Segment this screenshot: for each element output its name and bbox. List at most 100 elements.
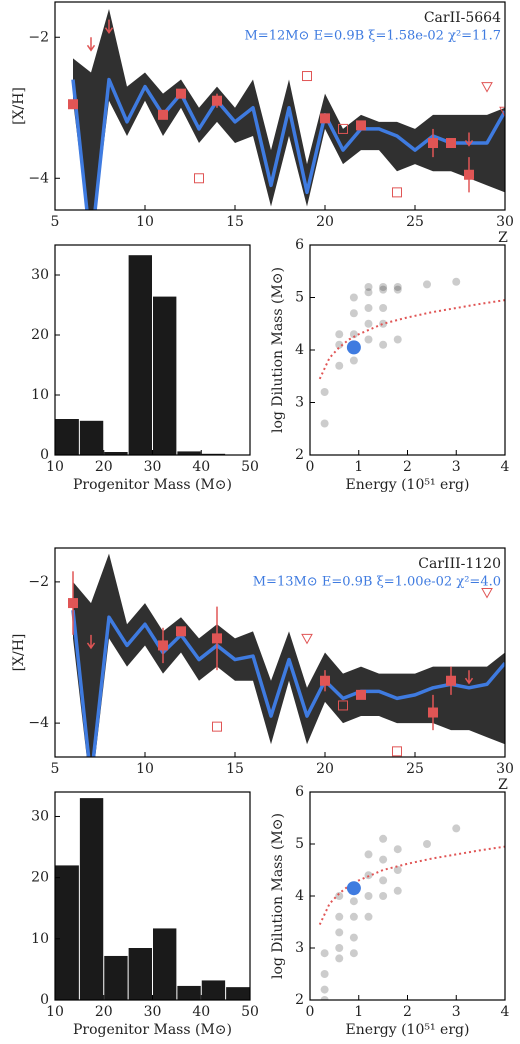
dilution-curve	[318, 299, 505, 380]
scatter-point	[349, 897, 358, 906]
histogram-bar	[177, 985, 201, 1000]
y-tick-label: −4	[28, 715, 49, 731]
histogram-bar	[79, 420, 104, 455]
scatter-point	[393, 283, 402, 291]
fit-summary: M=13M⊙ E=0.9B ξ=1.00e-02 χ²=4.0	[253, 575, 501, 590]
x-tick-label: 40	[192, 459, 210, 475]
upper-limit	[86, 634, 96, 650]
y-tick-label: 20	[31, 327, 49, 343]
other-limit	[499, 106, 505, 118]
scatter-point	[379, 834, 388, 843]
axes-frame	[309, 791, 506, 1001]
x-tick-label: 25	[406, 214, 424, 230]
best-fit-point	[346, 881, 361, 896]
observed-point	[68, 99, 78, 110]
x-tick-label: 3	[452, 459, 461, 475]
scatter-point	[364, 283, 373, 291]
x-tick-label: 20	[316, 761, 334, 777]
scatter-point	[452, 277, 461, 286]
x-tick-label: 20	[316, 214, 334, 230]
x-tick-label: 10	[136, 214, 154, 230]
plot-area	[68, 9, 505, 210]
histogram-bar	[55, 419, 79, 455]
x-tick-label: 20	[95, 459, 113, 475]
other-data-point	[338, 700, 348, 711]
axes-frame	[54, 547, 506, 758]
scatter-point	[335, 954, 344, 963]
x-tick-label: 3	[452, 1004, 461, 1020]
scatter-point	[349, 356, 358, 365]
scatter-point	[423, 840, 431, 848]
y-tick-label: 6	[295, 784, 304, 800]
x-tick-label: 30	[496, 761, 514, 777]
observed-point	[212, 95, 222, 106]
y-tick-label: 5	[295, 290, 304, 306]
model-line	[71, 609, 505, 757]
observed-point	[158, 109, 168, 120]
scatter-point	[349, 912, 358, 921]
x-tick-label: 30	[144, 459, 162, 475]
x-tick-label: 25	[406, 761, 424, 777]
observed-point	[320, 113, 330, 124]
scatter-point	[379, 319, 388, 328]
other-limit	[481, 82, 493, 93]
other-data-point	[212, 721, 222, 732]
other-data-point	[338, 123, 348, 134]
histogram-bar	[201, 980, 226, 1000]
x-tick-label: 10	[46, 459, 64, 475]
histogram-bar	[226, 987, 250, 1000]
scatter-point	[364, 304, 373, 312]
observed-point	[158, 640, 168, 651]
x-tick-label: 4	[501, 459, 510, 475]
scatter-point	[379, 304, 388, 312]
x-tick-label: 20	[95, 1004, 113, 1020]
scatter-point	[364, 912, 373, 921]
y-axis-label: log Dilution Mass (M⊙)	[270, 267, 286, 433]
scatter-point	[335, 361, 344, 370]
scatter-point	[379, 340, 388, 349]
y-axis-label: [X/H]	[11, 634, 27, 672]
y-tick-label: 10	[31, 931, 49, 947]
scatter-point	[379, 876, 388, 885]
x-tick-label: 2	[403, 1004, 412, 1020]
x-tick-label: 50	[241, 1004, 259, 1020]
x-tick-label: 0	[306, 1004, 315, 1020]
other-data-point	[392, 187, 402, 198]
scatter-point	[335, 330, 344, 339]
y-tick-label: 3	[295, 395, 304, 411]
y-tick-label: 30	[31, 267, 49, 283]
y-tick-label: 6	[295, 237, 304, 253]
other-data-point	[302, 71, 312, 82]
upper-limit	[104, 19, 114, 34]
x-tick-label: 10	[136, 761, 154, 777]
y-tick-label: 20	[31, 870, 49, 886]
scatter-point	[364, 892, 373, 900]
histogram-bar	[201, 453, 226, 455]
x-tick-label: 0	[306, 459, 315, 475]
y-tick-label: 2	[295, 447, 304, 463]
scatter-point	[320, 970, 329, 978]
histogram-bar	[104, 955, 128, 1000]
x-axis-label: Progenitor Mass (M⊙)	[73, 1022, 232, 1038]
scatter-point	[452, 824, 461, 833]
observed-point	[356, 689, 366, 700]
upper-limit	[464, 670, 474, 685]
scatter-point	[320, 419, 329, 428]
x-axis-label: Energy (10⁵¹ erg)	[346, 477, 470, 493]
scatter-point	[423, 280, 431, 289]
plot-area	[318, 277, 505, 428]
x-tick-label: 4	[501, 1004, 510, 1020]
y-tick-label: 5	[295, 836, 304, 852]
star-name: CarII-5664	[424, 10, 501, 26]
observed-point	[176, 88, 186, 99]
scatter-point	[393, 866, 402, 874]
other-limit	[301, 633, 313, 645]
scatter-point	[349, 949, 358, 958]
observed-point	[176, 626, 186, 637]
observed-point	[428, 138, 438, 149]
y-axis-label: [X/H]	[11, 87, 27, 125]
scatter-point	[364, 319, 373, 328]
x-tick-label: 30	[496, 214, 514, 230]
plot-area	[55, 798, 250, 1000]
other-data-point	[194, 173, 204, 184]
